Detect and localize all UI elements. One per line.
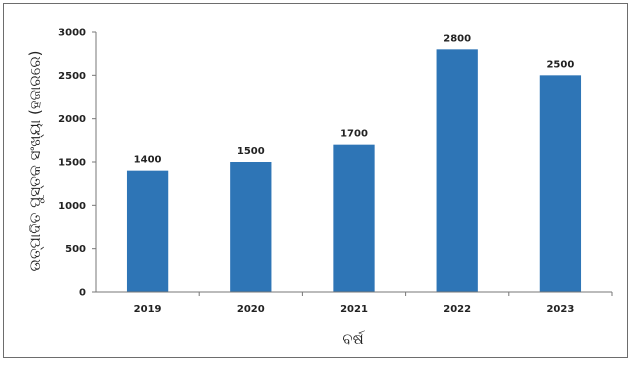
bar-2021	[333, 144, 375, 292]
y-axis: 0 500 1000 1500 2000 2500 3000	[58, 28, 97, 299]
y-tick-label: 1500	[58, 158, 86, 169]
x-axis-title: ବର୍ଷ	[342, 330, 365, 348]
bars: 1400 1500 1700 2800 2500	[126, 33, 582, 293]
x-tick-label: 2020	[237, 304, 265, 315]
y-tick-label: 1000	[58, 201, 86, 212]
data-label-2023: 2500	[546, 59, 574, 70]
bar-2020	[230, 162, 272, 292]
x-tick-label: 2021	[340, 304, 368, 315]
bar-2019	[126, 170, 169, 292]
data-label-2020: 1500	[237, 146, 265, 157]
bar-2022	[436, 49, 478, 293]
data-label-2019: 1400	[134, 155, 162, 166]
data-label-2021: 1700	[340, 129, 368, 140]
x-tick-label: 2022	[443, 304, 471, 315]
y-tick-label: 2500	[58, 71, 86, 82]
chart-frame	[3, 3, 628, 358]
y-tick-label: 2000	[58, 114, 86, 125]
y-tick-label: 3000	[58, 28, 86, 39]
x-tick-label: 2023	[546, 304, 574, 315]
y-axis-title: ଉତ୍ପାଦିତ ପୁସ୍ତକ ସଂଖ୍ୟା (ହଜାରରେ)	[26, 50, 44, 271]
y-tick-label: 0	[79, 288, 86, 299]
y-tick-label: 500	[65, 244, 86, 255]
x-axis: 2019 2020 2021 2022 2023	[96, 291, 613, 315]
data-label-2022: 2800	[443, 33, 471, 44]
x-tick-label: 2019	[134, 304, 162, 315]
bar-2023	[539, 75, 582, 292]
